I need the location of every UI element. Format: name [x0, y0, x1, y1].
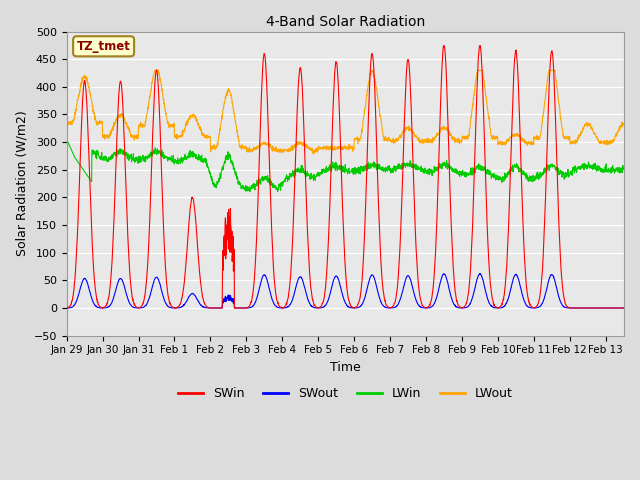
Title: 4-Band Solar Radiation: 4-Band Solar Radiation — [266, 15, 425, 29]
Text: TZ_tmet: TZ_tmet — [77, 40, 131, 53]
Y-axis label: Solar Radiation (W/m2): Solar Radiation (W/m2) — [15, 111, 28, 256]
X-axis label: Time: Time — [330, 361, 360, 374]
Legend: SWin, SWout, LWin, LWout: SWin, SWout, LWin, LWout — [173, 383, 518, 406]
